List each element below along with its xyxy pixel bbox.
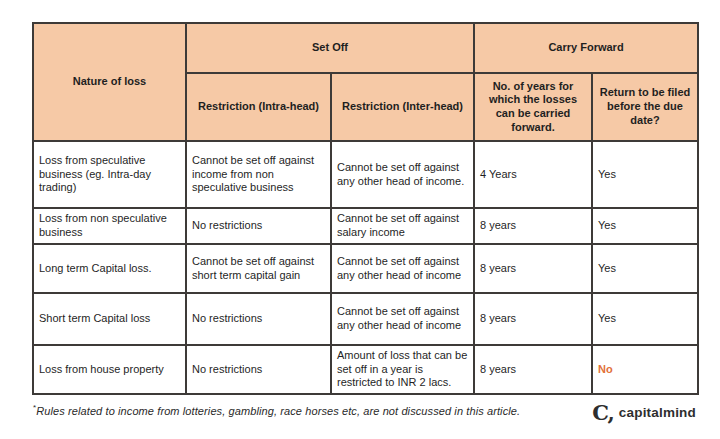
- loss-setoff-carryforward-table: Nature of loss Set Off Carry Forward Res…: [32, 22, 699, 395]
- cell-inter-restriction: Cannot be set off against any other head…: [331, 293, 474, 345]
- table-row: Loss from non speculative business No re…: [33, 208, 698, 244]
- table-row: Loss from speculative business (eg. Intr…: [33, 141, 698, 208]
- cell-return-filed: Yes: [592, 208, 698, 244]
- header-carry-forward: Carry Forward: [474, 23, 698, 73]
- header-restriction-inter-head: Restriction (Inter-head): [331, 73, 474, 141]
- cell-carry-forward-years: 8 years: [474, 244, 592, 293]
- header-nature-of-loss: Nature of loss: [33, 23, 186, 141]
- footnote-text: Rules related to income from lotteries, …: [36, 405, 520, 417]
- cell-intra-restriction: No restrictions: [186, 293, 331, 345]
- header-restriction-intra-head: Restriction (Intra-head): [186, 73, 331, 141]
- capitalmind-logo-text: capitalmind: [619, 405, 696, 420]
- header-set-off: Set Off: [186, 23, 474, 73]
- header-carry-forward-years: No. of years for which the losses can be…: [474, 73, 592, 141]
- cell-nature: Loss from non speculative business: [33, 208, 186, 244]
- cell-intra-restriction: Cannot be set off against income from no…: [186, 141, 331, 208]
- cell-carry-forward-years: 8 years: [474, 208, 592, 244]
- cell-carry-forward-years: 8 years: [474, 293, 592, 345]
- cell-intra-restriction: Cannot be set off against short term cap…: [186, 244, 331, 293]
- cell-inter-restriction: Cannot be set off against any other head…: [331, 141, 474, 208]
- cell-inter-restriction: Cannot be set off against salary income: [331, 208, 474, 244]
- cell-inter-restriction: Cannot be set off against any other head…: [331, 244, 474, 293]
- cell-return-filed: No: [592, 345, 698, 394]
- header-group-row: Nature of loss Set Off Carry Forward: [33, 23, 698, 73]
- header-return-filed: Return to be filed before the due date?: [592, 73, 698, 141]
- cell-nature: Long term Capital loss.: [33, 244, 186, 293]
- table-row: Loss from house property No restrictions…: [33, 345, 698, 394]
- capitalmind-logo-mark: C,: [592, 402, 614, 423]
- cell-carry-forward-years: 4 Years: [474, 141, 592, 208]
- cell-carry-forward-years: 8 years: [474, 345, 592, 394]
- capitalmind-logo: C, capitalmind: [592, 402, 696, 423]
- cell-intra-restriction: No restrictions: [186, 208, 331, 244]
- cell-return-filed: Yes: [592, 141, 698, 208]
- cell-intra-restriction: No restrictions: [186, 345, 331, 394]
- cell-nature: Loss from speculative business (eg. Intr…: [33, 141, 186, 208]
- cell-nature: Short term Capital loss: [33, 293, 186, 345]
- cell-nature: Loss from house property: [33, 345, 186, 394]
- cell-return-filed: Yes: [592, 293, 698, 345]
- footnote: *Rules related to income from lotteries,…: [33, 403, 603, 417]
- cell-return-filed: Yes: [592, 244, 698, 293]
- table-row: Long term Capital loss. Cannot be set of…: [33, 244, 698, 293]
- cell-inter-restriction: Amount of loss that can be set off in a …: [331, 345, 474, 394]
- table-row: Short term Capital loss No restrictions …: [33, 293, 698, 345]
